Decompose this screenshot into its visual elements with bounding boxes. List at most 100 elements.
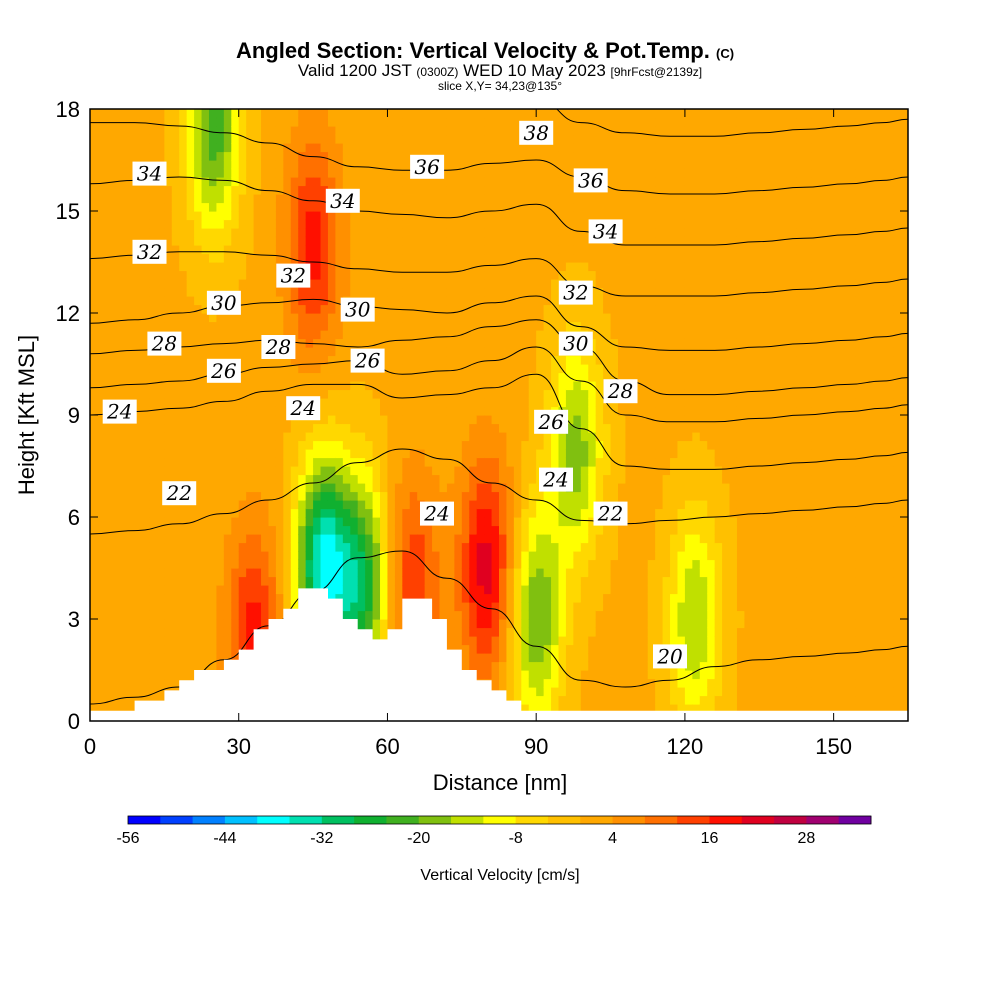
velocity-cell <box>112 389 121 399</box>
velocity-cell <box>454 449 463 459</box>
velocity-cell <box>223 126 232 136</box>
velocity-cell <box>573 542 582 552</box>
velocity-cell <box>290 576 299 586</box>
velocity-cell <box>327 483 336 493</box>
velocity-cell <box>290 321 299 331</box>
velocity-cell <box>484 508 493 518</box>
velocity-cell <box>432 534 441 544</box>
velocity-cell <box>573 687 582 697</box>
velocity-cell <box>357 449 366 459</box>
velocity-cell <box>268 219 277 229</box>
velocity-cell <box>231 185 240 195</box>
velocity-cell <box>499 381 508 391</box>
velocity-cell <box>179 508 188 518</box>
velocity-cell <box>238 364 247 374</box>
velocity-cell <box>179 636 188 646</box>
velocity-cell <box>231 500 240 510</box>
velocity-cell <box>513 440 522 450</box>
velocity-cell <box>261 474 270 484</box>
velocity-cell <box>417 296 426 306</box>
velocity-cell <box>454 109 463 119</box>
velocity-cell <box>521 202 530 212</box>
velocity-cell <box>513 194 522 204</box>
velocity-cell <box>238 321 247 331</box>
velocity-cell <box>424 525 433 535</box>
velocity-cell <box>595 381 604 391</box>
velocity-cell <box>432 219 441 229</box>
velocity-cell <box>164 160 173 170</box>
velocity-cell <box>186 508 195 518</box>
velocity-cell <box>97 704 106 714</box>
velocity-cell <box>461 364 470 374</box>
velocity-cell <box>513 644 522 654</box>
velocity-cell <box>171 602 180 612</box>
velocity-cell <box>179 627 188 637</box>
velocity-cell <box>119 321 128 331</box>
velocity-cell <box>231 610 240 620</box>
velocity-cell <box>179 287 188 297</box>
velocity-cell <box>365 568 374 578</box>
velocity-cell <box>238 627 247 637</box>
velocity-cell <box>551 381 560 391</box>
velocity-cell <box>104 695 113 705</box>
velocity-cell <box>201 602 210 612</box>
velocity-cell <box>313 304 322 314</box>
velocity-cell <box>357 279 366 289</box>
velocity-cell <box>275 491 284 501</box>
velocity-cell <box>97 168 106 178</box>
velocity-cell <box>476 457 485 467</box>
velocity-cell <box>335 219 344 229</box>
velocity-cell <box>469 304 478 314</box>
velocity-cell <box>424 134 433 144</box>
velocity-cell <box>238 185 247 195</box>
velocity-cell <box>439 593 448 603</box>
velocity-cell <box>365 228 374 238</box>
velocity-cell <box>536 287 545 297</box>
velocity-cell <box>305 381 314 391</box>
velocity-cell <box>417 593 426 603</box>
velocity-cell <box>186 160 195 170</box>
velocity-cell <box>439 602 448 612</box>
velocity-cell <box>469 347 478 357</box>
velocity-cell <box>387 551 396 561</box>
velocity-cell <box>261 236 270 246</box>
velocity-cell <box>223 321 232 331</box>
velocity-cell <box>387 134 396 144</box>
velocity-cell <box>283 211 292 221</box>
velocity-cell <box>238 194 247 204</box>
velocity-cell <box>97 440 106 450</box>
velocity-cell <box>119 423 128 433</box>
velocity-cell <box>179 117 188 127</box>
velocity-cell <box>536 245 545 255</box>
velocity-cell <box>261 483 270 493</box>
velocity-cell <box>528 559 537 569</box>
velocity-cell <box>149 466 158 476</box>
velocity-cell <box>580 219 589 229</box>
velocity-cell <box>223 568 232 578</box>
velocity-cell <box>536 653 545 663</box>
velocity-cell <box>283 440 292 450</box>
velocity-cell <box>409 185 418 195</box>
velocity-cell <box>551 593 560 603</box>
velocity-cell <box>275 287 284 297</box>
velocity-cell <box>365 449 374 459</box>
velocity-cell <box>565 534 574 544</box>
velocity-cell <box>513 474 522 484</box>
velocity-cell <box>372 262 381 272</box>
velocity-cell <box>208 644 218 654</box>
velocity-cell <box>290 177 299 187</box>
velocity-cell <box>469 287 478 297</box>
velocity-cell <box>97 245 106 255</box>
velocity-cell <box>588 534 597 544</box>
velocity-cell <box>171 270 180 280</box>
velocity-cell <box>380 126 389 136</box>
velocity-cell <box>238 483 247 493</box>
velocity-cell <box>134 559 143 569</box>
velocity-cell <box>231 143 240 153</box>
velocity-cell <box>238 296 247 306</box>
velocity-cell <box>313 355 322 365</box>
velocity-cell <box>551 602 560 612</box>
velocity-cell <box>476 168 485 178</box>
velocity-cell <box>513 661 522 671</box>
velocity-cell <box>142 279 151 289</box>
